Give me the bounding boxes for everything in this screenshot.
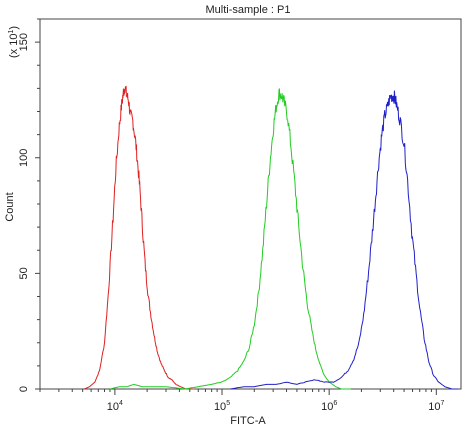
y-tick-label: 0 [18, 386, 30, 392]
y-multiplier-label: (x 101) [8, 26, 20, 58]
y-multiplier-exp: 1 [8, 30, 15, 34]
x-tick-label: 106 [321, 400, 337, 413]
y-tick-label: 100 [18, 149, 30, 167]
y-multiplier-prefix: (x 10 [8, 34, 20, 58]
chart-title: Multi-sample : P1 [206, 4, 291, 16]
y-tick-label: 150 [18, 33, 30, 51]
x-tick-label: 107 [428, 400, 444, 413]
series-line-1 [84, 85, 195, 390]
y-axis-ticks: 0 50 100 150 [18, 18, 40, 392]
y-tick-label: 50 [18, 267, 30, 279]
x-axis-ticks: 104 105 106 107 [39, 389, 444, 413]
y-axis-label: Count [4, 192, 16, 221]
series-layer [84, 85, 459, 390]
plot-border [39, 18, 462, 390]
plot-frame [39, 18, 462, 390]
x-tick-label: 105 [214, 400, 230, 413]
series-line-3 [230, 90, 459, 390]
y-multiplier-close: ) [8, 26, 20, 30]
svg-text:(x 101): (x 101) [8, 26, 20, 58]
series-line-2 [109, 88, 351, 390]
x-tick-label: 104 [107, 400, 123, 413]
x-axis-label: FITC-A [230, 415, 266, 427]
